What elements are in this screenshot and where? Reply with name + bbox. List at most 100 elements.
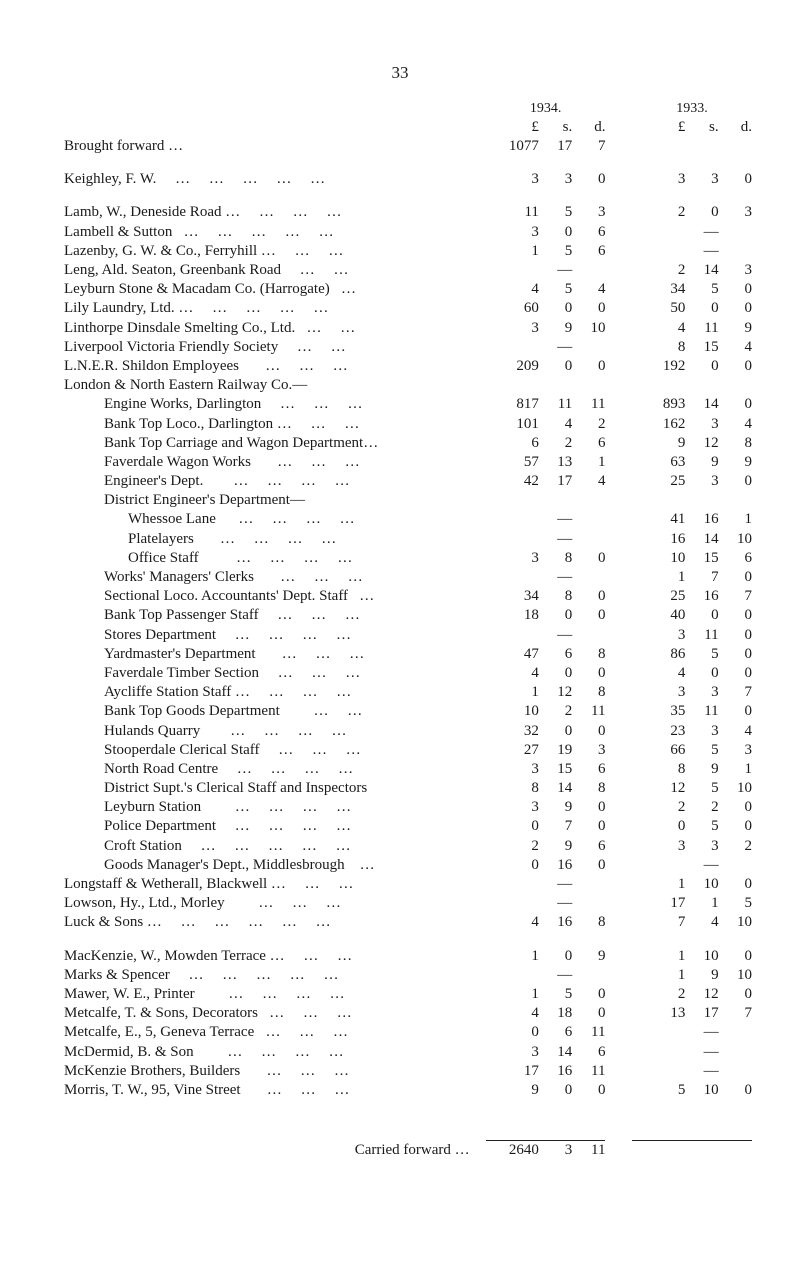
amount-1934-L: 3 — [486, 223, 539, 242]
amount-1934-d: 11 — [572, 1062, 605, 1081]
amount-1933-d: 0 — [719, 817, 752, 836]
entry-description: London & North Eastern Railway Co.— — [64, 376, 486, 395]
entry-description: Mawer, W. E., Printer … … … … — [64, 985, 486, 1004]
amount-1933-s: 1 — [685, 894, 718, 913]
amount-1934-d: 0 — [572, 722, 605, 741]
amount-1934-L: 1 — [486, 242, 539, 261]
amount-1934-s: — — [539, 626, 572, 645]
amount-1934-d: 3 — [572, 203, 605, 222]
amount-1934-s: 0 — [539, 664, 572, 683]
entry-description: Platelayers … … … … — [64, 530, 486, 549]
amount-1933-d — [719, 223, 752, 242]
amount-1933-d: 1 — [719, 760, 752, 779]
amount-1934-L: 47 — [486, 645, 539, 664]
amount-1933-L: 41 — [632, 510, 685, 529]
amount-1934-d: 11 — [572, 702, 605, 721]
table-row: Leng, Ald. Seaton, Greenbank Road … …—21… — [64, 261, 752, 280]
amount-1934-s: — — [539, 875, 572, 894]
amount-1934-d: 8 — [572, 779, 605, 798]
amount-1933-L: 5 — [632, 1081, 685, 1100]
ledger-body: Brought forward …1077177Keighley, F. W. … — [64, 137, 752, 1100]
entry-description: Metcalfe, T. & Sons, Decorators … … … — [64, 1004, 486, 1023]
amount-1934-s: 9 — [539, 837, 572, 856]
amount-1933-d: 10 — [719, 779, 752, 798]
amount-1933-L: 1 — [632, 947, 685, 966]
amount-1933-d — [719, 491, 752, 510]
page-number: 33 — [0, 62, 800, 84]
amount-1934-d — [572, 966, 605, 985]
amount-1933-s: 3 — [685, 415, 718, 434]
amount-1934-L: 60 — [486, 299, 539, 318]
amount-1933-L: 25 — [632, 587, 685, 606]
amount-1934-L: 3 — [486, 170, 539, 189]
cf-d: 11 — [572, 1141, 605, 1160]
amount-1933-d: 0 — [719, 568, 752, 587]
amount-1934-L — [486, 376, 539, 395]
amount-1934-s: 2 — [539, 702, 572, 721]
amount-1933-s: 14 — [685, 530, 718, 549]
amount-1934-d: 8 — [572, 913, 605, 932]
amount-1934-s: 14 — [539, 779, 572, 798]
amount-1934-d — [572, 894, 605, 913]
amount-1933-L: 7 — [632, 913, 685, 932]
amount-1933-s: — — [685, 1043, 718, 1062]
amount-1934-s: — — [539, 568, 572, 587]
amount-1934-d: 3 — [572, 741, 605, 760]
entry-description: Stooperdale Clerical Staff … … … — [64, 741, 486, 760]
amount-1934-L: 10 — [486, 702, 539, 721]
entry-description: Lamb, W., Deneside Road … … … … — [64, 203, 486, 222]
amount-1934-d: 8 — [572, 645, 605, 664]
table-row: Metcalfe, E., 5, Geneva Terrace … … …061… — [64, 1023, 752, 1042]
amount-1934-s: 8 — [539, 549, 572, 568]
table-row: Longstaff & Wetherall, Blackwell … … …—1… — [64, 875, 752, 894]
amount-1933-L: 1 — [632, 966, 685, 985]
entry-description: L.N.E.R. Shildon Employees … … … — [64, 357, 486, 376]
amount-1933-L — [632, 137, 685, 156]
amount-1933-s: 5 — [685, 741, 718, 760]
amount-1933-L: 1 — [632, 875, 685, 894]
table-row: Luck & Sons … … … … … …41687410 — [64, 913, 752, 932]
amount-1933-s: — — [685, 1023, 718, 1042]
amount-1933-L: 893 — [632, 395, 685, 414]
amount-1933-s: 16 — [685, 510, 718, 529]
entry-description: District Supt.'s Clerical Staff and Insp… — [64, 779, 486, 798]
amount-1934-L: 8 — [486, 779, 539, 798]
amount-1933-L: 17 — [632, 894, 685, 913]
table-row: Police Department … … … …070050 — [64, 817, 752, 836]
amount-1933-L: 8 — [632, 338, 685, 357]
amount-1934-L — [486, 530, 539, 549]
amount-1933-L — [632, 1043, 685, 1062]
table-row: Engineer's Dept. … … … …421742530 — [64, 472, 752, 491]
entry-description: McKenzie Brothers, Builders … … … — [64, 1062, 486, 1081]
amount-1934-L: 9 — [486, 1081, 539, 1100]
amount-1933-d: 0 — [719, 606, 752, 625]
amount-1934-d — [572, 626, 605, 645]
amount-1933-s: 14 — [685, 261, 718, 280]
amount-1934-d — [572, 568, 605, 587]
entry-description: Stores Department … … … … — [64, 626, 486, 645]
amount-1934-s: — — [539, 338, 572, 357]
amount-1933-L: 3 — [632, 683, 685, 702]
hdr-d-left: d. — [572, 118, 605, 137]
amount-1934-L — [486, 491, 539, 510]
table-row: Stores Department … … … …—3110 — [64, 626, 752, 645]
amount-1934-s: 0 — [539, 357, 572, 376]
amount-1933-s: 3 — [685, 683, 718, 702]
amount-1934-L — [486, 338, 539, 357]
table-row: Bank Top Passenger Staff … … …18004000 — [64, 606, 752, 625]
amount-1933-L: 3 — [632, 837, 685, 856]
amount-1933-d: 0 — [719, 395, 752, 414]
entry-description: North Road Centre … … … … — [64, 760, 486, 779]
table-row: Aycliffe Station Staff … … … …1128337 — [64, 683, 752, 702]
table-row — [64, 156, 752, 170]
entry-description: Lambell & Sutton … … … … … — [64, 223, 486, 242]
amount-1933-s: 14 — [685, 395, 718, 414]
amount-1933-L — [632, 223, 685, 242]
entry-description: Luck & Sons … … … … … … — [64, 913, 486, 932]
amount-1934-s: 12 — [539, 683, 572, 702]
table-row: Liverpool Victoria Friendly Society … …—… — [64, 338, 752, 357]
amount-1934-d — [572, 376, 605, 395]
amount-1933-d: 2 — [719, 837, 752, 856]
amount-1933-L: 2 — [632, 203, 685, 222]
amount-1934-d: 7 — [572, 137, 605, 156]
